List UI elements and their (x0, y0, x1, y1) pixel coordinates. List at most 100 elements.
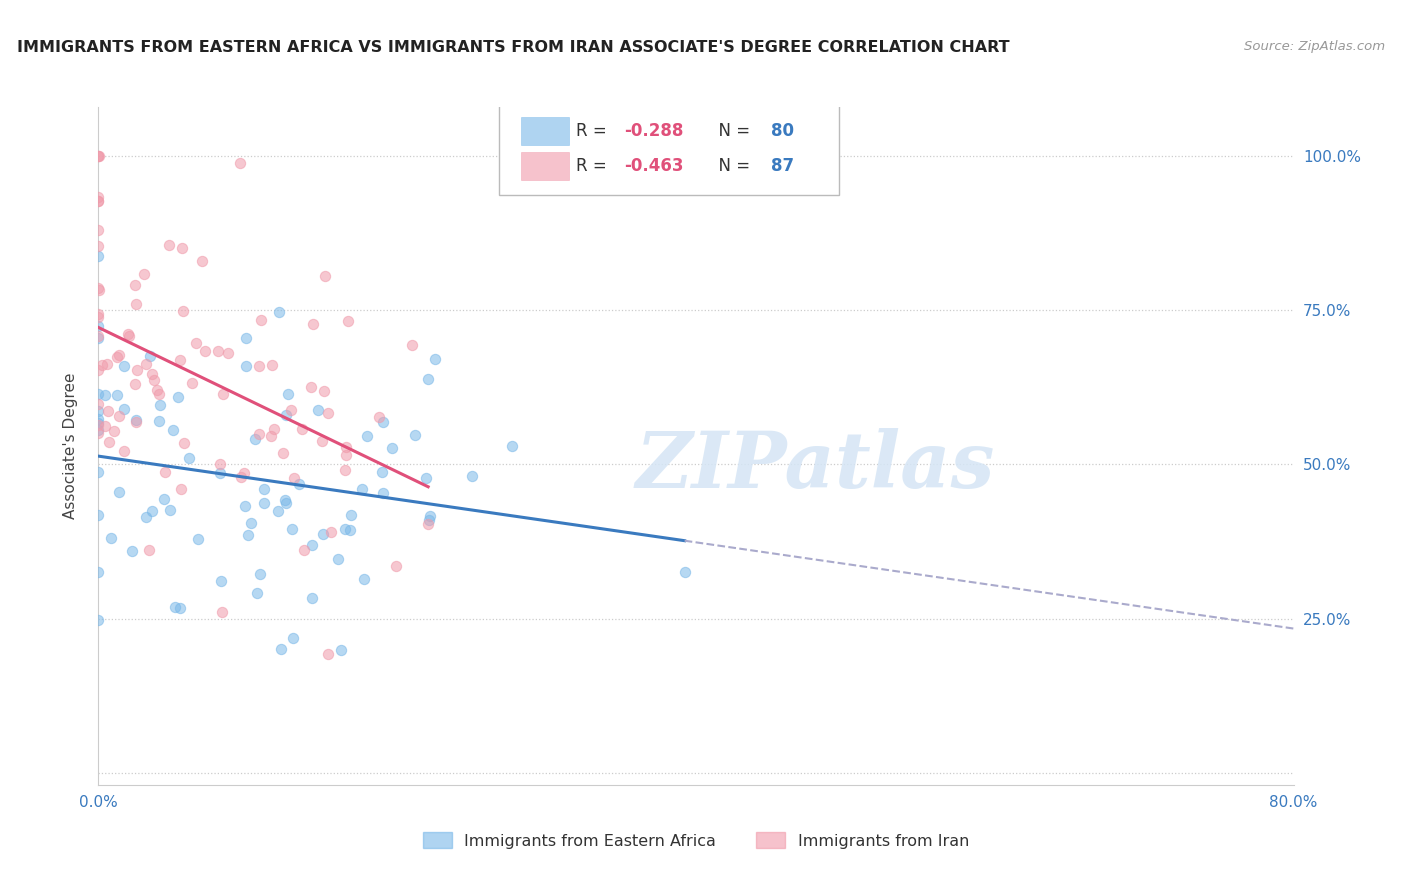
Y-axis label: Associate's Degree: Associate's Degree (63, 373, 77, 519)
Point (169, 601, 191, 615)
Point (368, 410, 391, 425)
Point (461, 468, 484, 483)
Point (148, 387, 170, 401)
Point (127, 363, 149, 377)
Point (250, 313, 273, 327)
Point (371, 415, 394, 429)
Point (263, 422, 285, 436)
Point (124, 376, 146, 391)
Point (404, 428, 426, 442)
Point (281, 631, 304, 645)
Point (108, 348, 131, 362)
Point (280, 402, 302, 417)
Point (281, 522, 304, 536)
Point (132, 267, 155, 281)
Point (270, 642, 292, 657)
Point (157, 237, 180, 252)
Point (243, 433, 266, 447)
FancyBboxPatch shape (522, 152, 569, 180)
Point (335, 440, 357, 454)
Point (292, 543, 315, 558)
Point (108, 485, 131, 500)
Point (118, 329, 141, 343)
Point (339, 523, 361, 537)
Text: N =: N = (709, 157, 755, 175)
Point (235, 331, 257, 345)
Point (260, 428, 283, 442)
Point (207, 343, 229, 358)
Text: IMMIGRANTS FROM EASTERN AFRICA VS IMMIGRANTS FROM IRAN ASSOCIATE'S DEGREE CORREL: IMMIGRANTS FROM EASTERN AFRICA VS IMMIGR… (17, 40, 1010, 55)
Point (162, 423, 184, 437)
Point (381, 441, 404, 455)
Point (139, 349, 162, 363)
Point (87, 239, 110, 253)
Point (277, 387, 299, 401)
Point (239, 516, 262, 530)
Point (418, 513, 440, 527)
Point (165, 600, 187, 615)
Point (87, 281, 110, 295)
Point (373, 486, 395, 500)
FancyBboxPatch shape (522, 117, 569, 145)
Point (209, 574, 232, 588)
Point (87, 249, 110, 263)
Point (107, 409, 129, 423)
Point (318, 647, 340, 661)
Point (335, 448, 357, 462)
Point (371, 465, 394, 479)
Text: -0.463: -0.463 (624, 157, 683, 175)
Point (246, 586, 269, 600)
Point (314, 268, 336, 283)
Point (159, 503, 181, 517)
Point (100, 531, 122, 545)
Point (184, 336, 207, 351)
Point (249, 566, 271, 581)
Point (253, 483, 276, 497)
Point (87, 508, 110, 522)
Text: R =: R = (576, 157, 613, 175)
Point (112, 402, 135, 417)
Point (87, 412, 110, 426)
Point (87, 363, 110, 377)
Point (125, 413, 148, 427)
Point (501, 439, 523, 453)
Point (87, 416, 110, 430)
Point (191, 254, 214, 268)
Point (149, 398, 172, 412)
Point (418, 372, 440, 386)
Text: N =: N = (709, 122, 755, 140)
Legend: Immigrants from Eastern Africa, Immigrants from Iran: Immigrants from Eastern Africa, Immigran… (416, 826, 976, 855)
Point (181, 376, 204, 391)
Point (112, 359, 135, 373)
Point (87, 149, 110, 163)
Point (94, 388, 117, 402)
Point (145, 383, 167, 397)
Point (235, 359, 257, 373)
Point (301, 539, 323, 553)
Point (87, 387, 110, 401)
Point (385, 558, 408, 573)
Point (87, 425, 110, 440)
Point (177, 450, 200, 465)
Point (319, 524, 342, 539)
Text: 87: 87 (772, 157, 794, 175)
Point (125, 415, 148, 429)
Point (135, 357, 157, 371)
Point (87, 566, 110, 580)
Point (326, 551, 349, 566)
Point (287, 476, 309, 491)
Text: Source: ZipAtlas.com: Source: ZipAtlas.com (1244, 40, 1385, 54)
Point (125, 297, 148, 311)
Point (87, 397, 110, 411)
Point (105, 388, 128, 402)
Point (353, 572, 375, 586)
Point (418, 517, 440, 532)
Point (236, 528, 259, 542)
Point (153, 491, 176, 506)
Point (274, 493, 297, 508)
Point (98, 434, 121, 449)
Point (89, 149, 111, 163)
Point (114, 444, 136, 458)
Point (105, 351, 128, 365)
Point (401, 337, 423, 351)
